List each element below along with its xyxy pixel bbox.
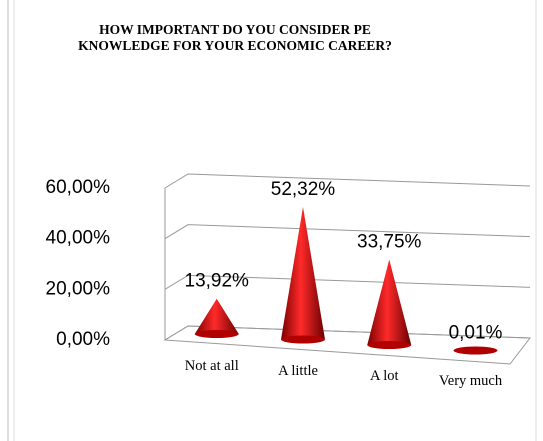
x-tick-label: A lot: [370, 368, 399, 384]
cone-base: [453, 346, 498, 355]
y-tick-label: 40,00%: [46, 228, 111, 249]
data-label: 52,32%: [271, 179, 336, 200]
x-tick-label: Very much: [439, 373, 503, 389]
cone-base: [281, 335, 325, 344]
x-tick-label: Not at all: [185, 358, 239, 374]
cone: [281, 206, 325, 340]
grid-line: [164, 173, 531, 189]
data-label: 0,01%: [449, 322, 503, 343]
y-tick-label: 60,00%: [46, 177, 111, 198]
chart-title: HOW IMPORTANT DO YOU CONSIDER PE KNOWLED…: [78, 22, 392, 53]
data-label: 13,92%: [185, 271, 250, 292]
cone: [194, 298, 239, 334]
data-label: 33,75%: [357, 232, 422, 253]
grid-line: [164, 224, 531, 240]
cone: [367, 259, 412, 345]
grid-line: [164, 274, 531, 290]
cone-base: [367, 341, 412, 349]
cone-base: [194, 330, 239, 338]
grid-line: [164, 325, 531, 341]
x-tick-label: A little: [278, 363, 318, 379]
y-tick-label: 20,00%: [46, 278, 111, 299]
y-tick-label: 0,00%: [56, 329, 110, 350]
